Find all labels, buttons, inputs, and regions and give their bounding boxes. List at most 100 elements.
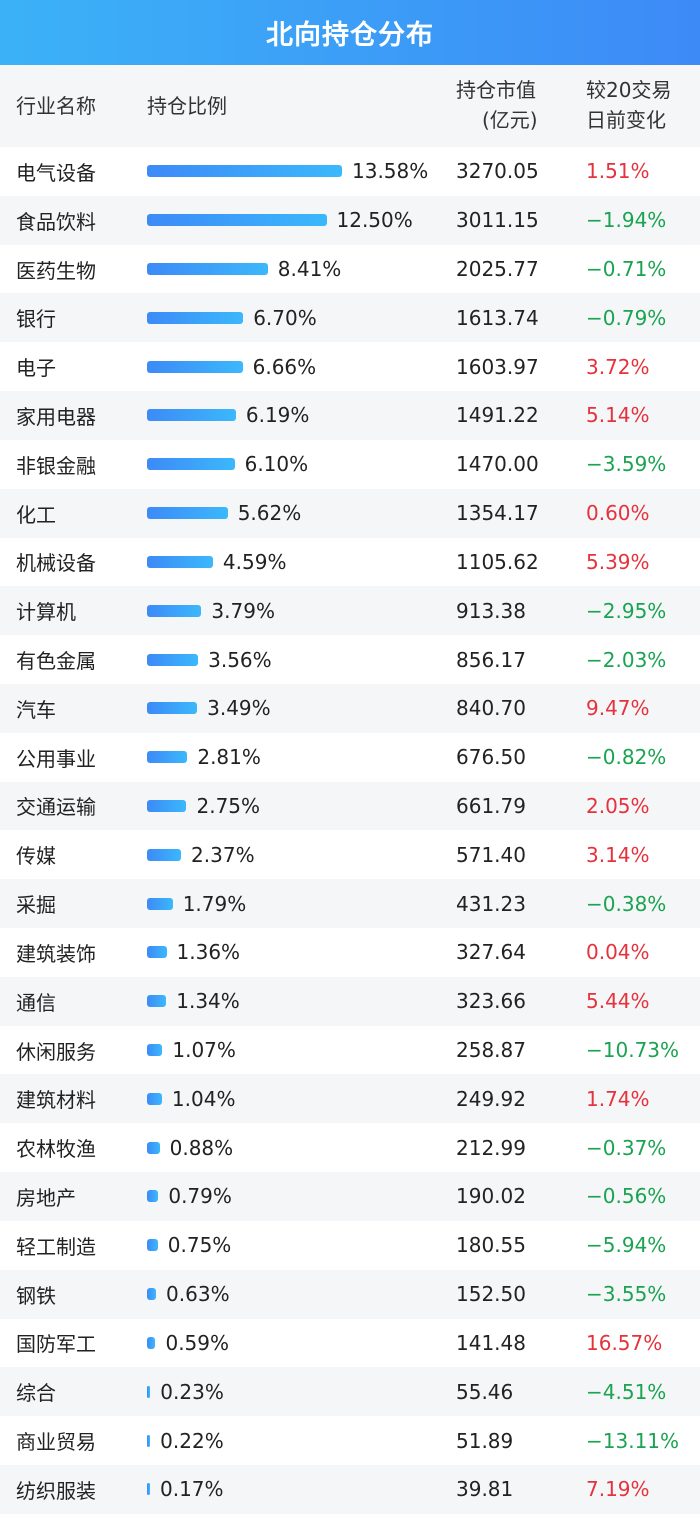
ratio-label: 8.41% <box>277 257 342 282</box>
industry-name: 农林牧渔 <box>16 1137 96 1162</box>
ratio-label: 0.88% <box>169 1135 234 1160</box>
ratio-bar <box>147 1092 162 1105</box>
ratio-bar <box>147 1288 157 1301</box>
industry-name: 钢铁 <box>16 1283 56 1308</box>
industry-name: 家用电器 <box>16 404 96 429</box>
change-value: −0.71% <box>586 257 667 282</box>
ratio-label: 1.79% <box>182 891 247 916</box>
table-row: 传媒 2.37% 571.40 3.14% <box>0 830 700 879</box>
table-row: 银行 6.70% 1613.74 −0.79% <box>0 293 700 343</box>
ratio-label: 0.75% <box>167 1233 232 1258</box>
change-value: 9.47% <box>586 696 650 721</box>
industry-name: 建筑装饰 <box>16 941 96 966</box>
ratio-label: 2.81% <box>197 745 261 770</box>
table-row: 建筑材料 1.04% 249.92 1.74% <box>0 1074 700 1124</box>
table-row: 综合 0.23% 55.46 −4.51% <box>0 1367 700 1417</box>
change-value: −5.94% <box>586 1233 667 1258</box>
industry-name: 通信 <box>16 990 56 1015</box>
industry-name: 休闲服务 <box>16 1039 96 1064</box>
ratio-bar <box>147 1141 160 1154</box>
ratio-bar <box>147 1190 159 1203</box>
header-value-line2: (亿元) <box>482 108 538 132</box>
change-value: 16.57% <box>586 1330 663 1355</box>
table-row: 电子 6.66% 1603.97 3.72% <box>0 342 700 391</box>
table-row: 轻工制造 0.75% 180.55 −5.94% <box>0 1221 700 1270</box>
change-value: −0.38% <box>586 891 667 916</box>
table-row: 建筑装饰 1.36% 327.64 0.04% <box>0 928 700 977</box>
industry-name: 有色金属 <box>16 649 96 674</box>
table-row: 食品饮料 12.50% 3011.15 −1.94% <box>0 195 700 245</box>
ratio-bar <box>147 458 235 471</box>
change-value: −4.51% <box>586 1379 667 1404</box>
ratio-label: 6.66% <box>252 354 317 379</box>
market-value: 1603.97 <box>456 354 539 379</box>
market-value: 1105.62 <box>456 549 539 574</box>
header-change-line2: 日前变化 <box>586 108 666 132</box>
ratio-bar <box>147 1385 151 1398</box>
change-value: 0.60% <box>586 501 650 526</box>
ratio-label: 3.79% <box>211 598 275 623</box>
ratio-bar <box>147 604 202 617</box>
change-value: −0.79% <box>586 305 667 330</box>
industry-name: 建筑材料 <box>16 1088 96 1113</box>
change-value: 7.19% <box>586 1477 650 1502</box>
change-value: −1.94% <box>586 208 667 233</box>
ratio-label: 6.70% <box>253 305 317 330</box>
ratio-label: 1.34% <box>176 989 240 1014</box>
table-row: 公用事业 2.81% 676.50 −0.82% <box>0 733 700 782</box>
market-value: 51.89 <box>456 1428 514 1453</box>
industry-name: 轻工制造 <box>16 1234 96 1259</box>
ratio-label: 1.07% <box>172 1038 236 1063</box>
table-row: 休闲服务 1.07% 258.87 −10.73% <box>0 1026 700 1075</box>
table-row: 非银金融 6.10% 1470.00 −3.59% <box>0 440 700 489</box>
market-value: 3270.05 <box>456 159 539 184</box>
ratio-bar <box>147 555 213 568</box>
ratio-label: 4.59% <box>222 549 287 574</box>
industry-name: 房地产 <box>16 1185 76 1210</box>
ratio-bar <box>147 1483 150 1496</box>
table-row: 农林牧渔 0.88% 212.99 −0.37% <box>0 1123 700 1172</box>
table-row: 商业贸易 0.22% 51.89 −13.11% <box>0 1416 700 1465</box>
ratio-bar <box>147 946 167 959</box>
change-value: 5.39% <box>586 549 650 574</box>
ratio-label: 1.36% <box>176 940 241 965</box>
industry-name: 计算机 <box>16 600 76 625</box>
market-value: 212.99 <box>456 1135 526 1160</box>
ratio-label: 0.17% <box>160 1477 224 1502</box>
industry-name: 综合 <box>16 1381 56 1406</box>
industry-name: 公用事业 <box>16 746 96 771</box>
change-value: −3.59% <box>586 452 667 477</box>
market-value: 249.92 <box>456 1086 526 1111</box>
industry-name: 纺织服装 <box>16 1478 96 1503</box>
market-value: 39.81 <box>456 1477 514 1502</box>
ratio-label: 3.49% <box>207 696 271 721</box>
table-row: 机械设备 4.59% 1105.62 5.39% <box>0 538 700 587</box>
ratio-bar <box>147 263 268 276</box>
change-value: −3.55% <box>586 1282 667 1307</box>
market-value: 1491.22 <box>456 403 539 428</box>
change-value: −0.56% <box>586 1184 667 1209</box>
ratio-label: 0.22% <box>160 1428 224 1453</box>
ratio-bar <box>147 702 198 715</box>
table-row: 钢铁 0.63% 152.50 −3.55% <box>0 1269 700 1319</box>
ratio-bar <box>147 995 167 1008</box>
table-row: 通信 1.34% 323.66 5.44% <box>0 976 700 1026</box>
ratio-label: 2.75% <box>196 793 261 818</box>
ratio-label: 0.23% <box>160 1379 224 1404</box>
industry-name: 机械设备 <box>16 551 96 576</box>
change-value: 0.04% <box>586 940 650 965</box>
industry-name: 医药生物 <box>16 258 96 283</box>
table-row: 医药生物 8.41% 2025.77 −0.71% <box>0 245 700 294</box>
ratio-label: 13.58% <box>352 159 429 184</box>
ratio-label: 2.37% <box>191 842 255 867</box>
ratio-label: 1.04% <box>171 1086 236 1111</box>
market-value: 1613.74 <box>456 305 539 330</box>
ratio-bar <box>147 165 342 178</box>
market-value: 1354.17 <box>456 501 539 526</box>
market-value: 661.79 <box>456 793 526 818</box>
header-change-line1: 较20交易 <box>586 78 672 102</box>
market-value: 571.40 <box>456 842 526 867</box>
ratio-label: 0.79% <box>168 1184 232 1209</box>
industry-name: 交通运输 <box>16 795 96 820</box>
market-value: 323.66 <box>456 989 526 1014</box>
